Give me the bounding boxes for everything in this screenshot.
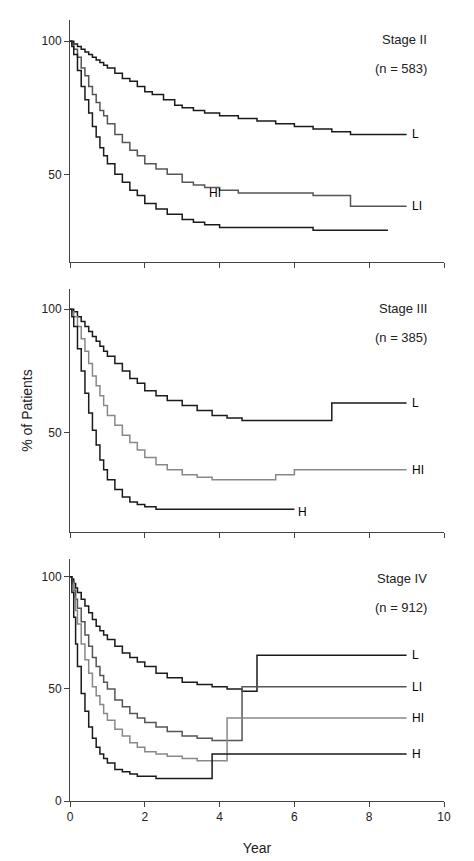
svg-text:H: H <box>412 747 421 761</box>
svg-text:L: L <box>412 648 419 662</box>
svg-text:100: 100 <box>42 302 62 316</box>
svg-text:HI: HI <box>412 711 424 725</box>
svg-text:Stage IV: Stage IV <box>377 571 427 586</box>
svg-text:L: L <box>412 127 419 141</box>
svg-text:LI: LI <box>412 680 422 694</box>
svg-text:6: 6 <box>291 810 298 824</box>
svg-text:50: 50 <box>48 168 62 182</box>
svg-text:4: 4 <box>216 810 223 824</box>
svg-text:(n = 912): (n = 912) <box>375 600 427 615</box>
svg-text:Year: Year <box>243 840 272 856</box>
svg-text:% of Patients: % of Patients <box>19 369 35 452</box>
svg-text:(n = 583): (n = 583) <box>375 61 427 76</box>
svg-text:0: 0 <box>55 794 62 808</box>
svg-text:8: 8 <box>366 810 373 824</box>
svg-text:100: 100 <box>42 34 62 48</box>
svg-text:(n = 385): (n = 385) <box>375 330 427 345</box>
svg-text:10: 10 <box>437 810 451 824</box>
svg-text:0: 0 <box>67 810 74 824</box>
svg-text:Stage II: Stage II <box>382 32 427 47</box>
svg-text:50: 50 <box>48 426 62 440</box>
svg-text:50: 50 <box>48 682 62 696</box>
svg-text:2: 2 <box>141 810 148 824</box>
svg-text:L: L <box>412 396 419 410</box>
svg-text:HI: HI <box>209 186 221 200</box>
svg-text:100: 100 <box>42 570 62 584</box>
svg-text:LI: LI <box>412 199 422 213</box>
svg-text:H: H <box>298 505 307 519</box>
svg-text:Stage III: Stage III <box>379 301 427 316</box>
svg-text:HI: HI <box>412 463 424 477</box>
